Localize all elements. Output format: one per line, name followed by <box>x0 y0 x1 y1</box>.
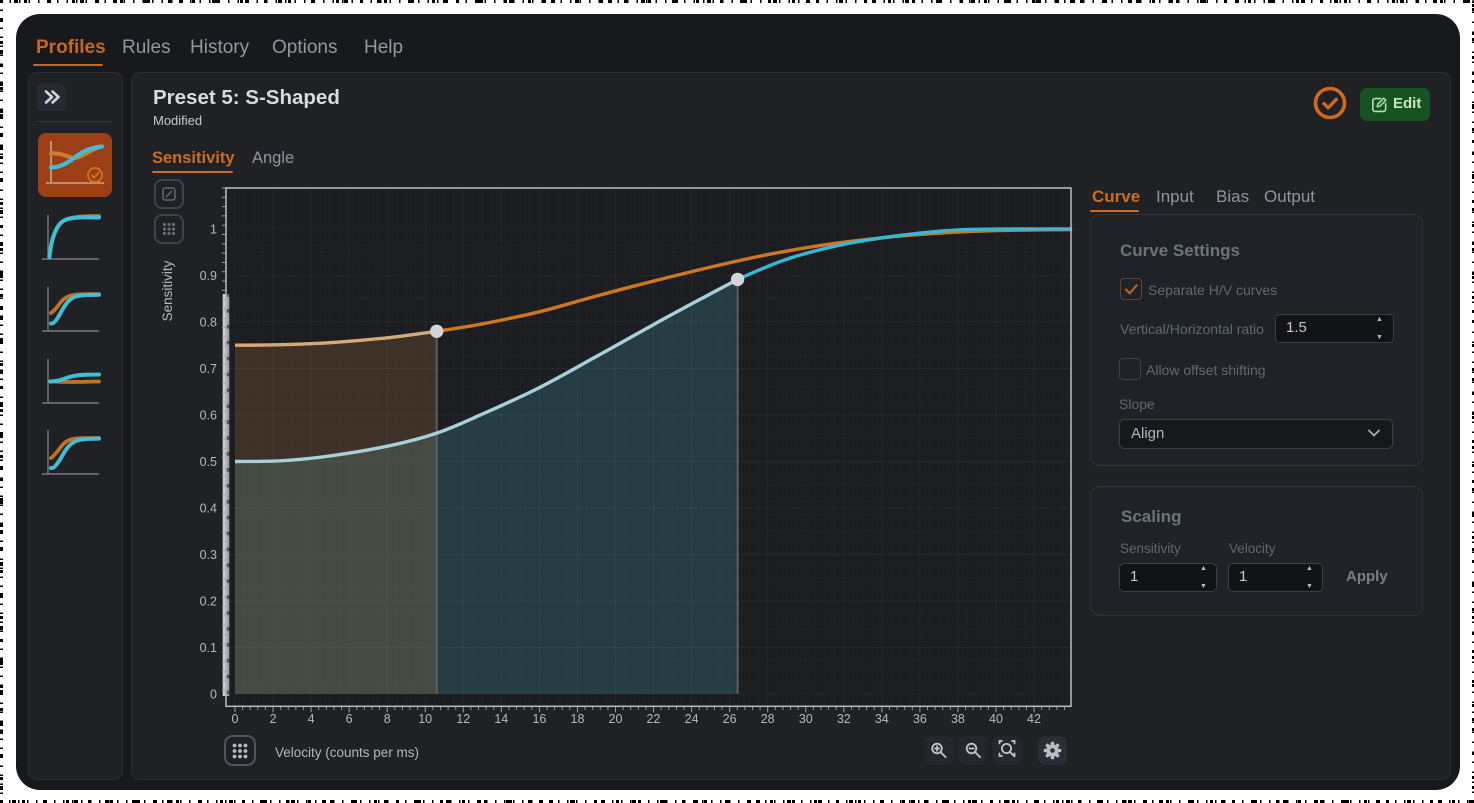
svg-text:30: 30 <box>799 712 813 726</box>
svg-text:0.3: 0.3 <box>200 548 217 562</box>
svg-text:0.8: 0.8 <box>200 315 217 329</box>
svg-text:10: 10 <box>418 712 432 726</box>
svg-text:38: 38 <box>951 712 965 726</box>
svg-text:0.6: 0.6 <box>200 408 217 422</box>
svg-text:42: 42 <box>1027 712 1041 726</box>
svg-text:12: 12 <box>456 712 470 726</box>
svg-text:Velocity (counts per ms): Velocity (counts per ms) <box>275 745 419 760</box>
svg-text:26: 26 <box>723 712 737 726</box>
svg-text:0.5: 0.5 <box>200 455 217 469</box>
svg-text:20: 20 <box>609 712 623 726</box>
svg-text:32: 32 <box>837 712 851 726</box>
svg-text:0.9: 0.9 <box>200 269 217 283</box>
svg-text:Sensitivity: Sensitivity <box>160 260 175 321</box>
svg-text:4: 4 <box>308 712 315 726</box>
svg-text:2: 2 <box>270 712 277 726</box>
svg-text:0: 0 <box>232 712 239 726</box>
svg-text:1: 1 <box>210 222 217 236</box>
svg-text:18: 18 <box>571 712 585 726</box>
svg-text:24: 24 <box>685 712 699 726</box>
svg-text:0.4: 0.4 <box>200 501 217 515</box>
svg-text:36: 36 <box>913 712 927 726</box>
svg-text:6: 6 <box>346 712 353 726</box>
svg-text:8: 8 <box>384 712 391 726</box>
svg-text:0: 0 <box>210 687 217 701</box>
svg-text:16: 16 <box>532 712 546 726</box>
svg-text:14: 14 <box>494 712 508 726</box>
svg-text:40: 40 <box>989 712 1003 726</box>
svg-text:0.2: 0.2 <box>200 594 217 608</box>
svg-text:28: 28 <box>761 712 775 726</box>
svg-text:22: 22 <box>647 712 661 726</box>
svg-text:34: 34 <box>875 712 889 726</box>
svg-text:0.1: 0.1 <box>200 641 217 655</box>
svg-text:0.7: 0.7 <box>200 362 217 376</box>
